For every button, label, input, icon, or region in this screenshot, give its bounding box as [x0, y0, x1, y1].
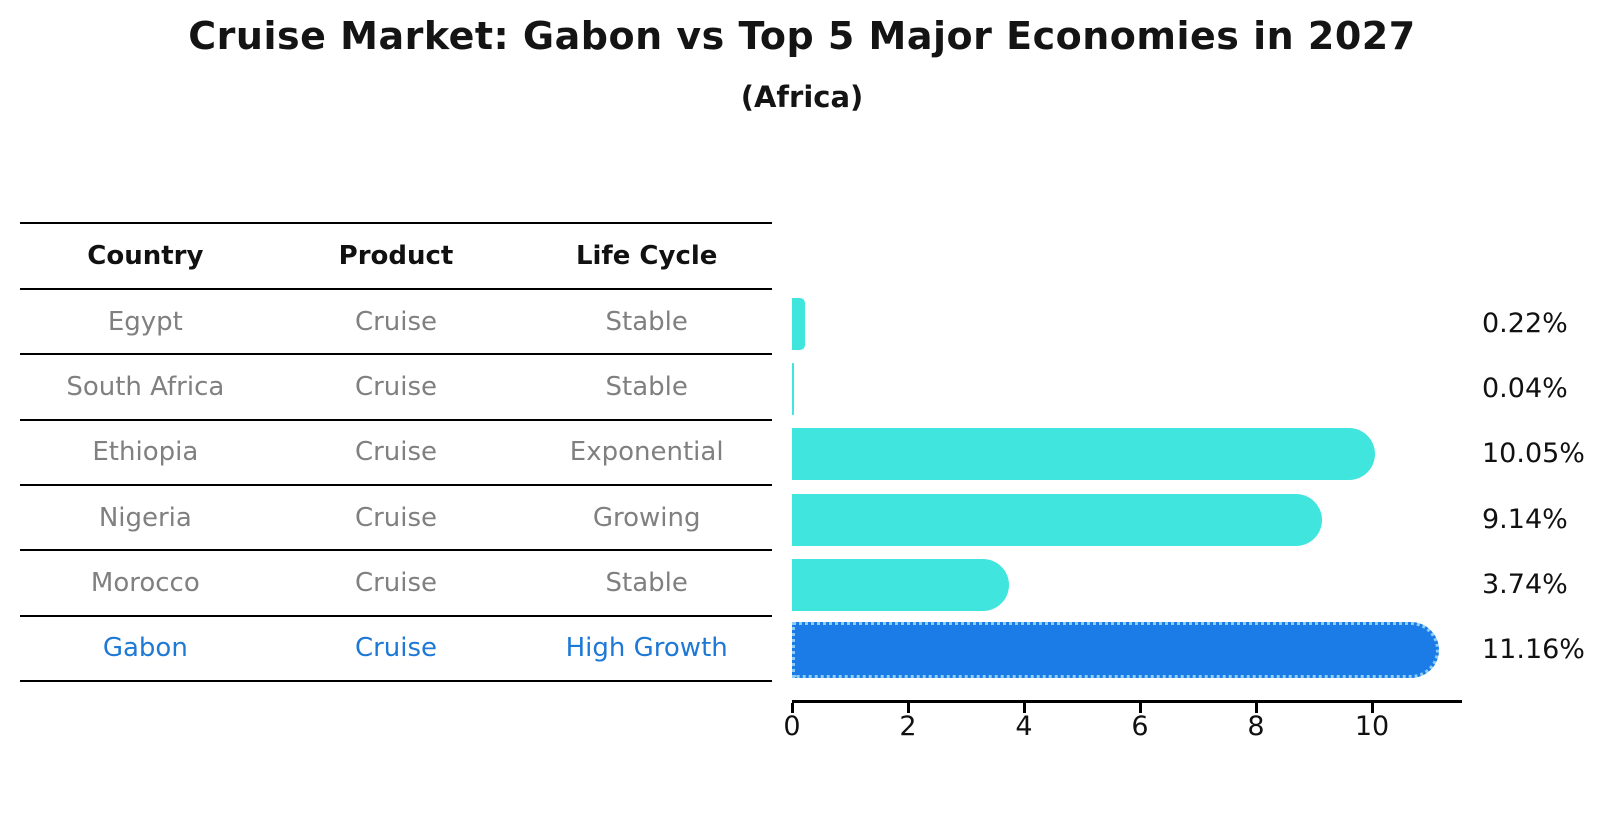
bar-ethiopia [792, 428, 1375, 481]
table-row-gabon: Gabon Cruise High Growth [20, 617, 772, 682]
table-row-ethiopia: Ethiopia Cruise Exponential [20, 421, 772, 486]
chart-title: Cruise Market: Gabon vs Top 5 Major Econ… [188, 14, 1416, 58]
chart-subtitle: (Africa) [740, 80, 864, 114]
x-tick [1023, 703, 1026, 713]
table-row-egypt: Egypt Cruise Stable [20, 290, 772, 356]
table-row-nigeria: Nigeria Cruise Growing [20, 486, 772, 552]
cell-product: Cruise [354, 567, 438, 598]
table-row-morocco: Morocco Cruise Stable [20, 551, 772, 617]
cell-product: Cruise [354, 633, 438, 664]
cell-country: South Africa [66, 371, 225, 402]
cell-country: Ethiopia [92, 437, 199, 468]
cell-country: Egypt [107, 306, 183, 337]
x-tick-label: 6 [1131, 711, 1149, 742]
cell-product: Cruise [354, 437, 438, 468]
value-label-south-africa: 0.04% [1482, 372, 1568, 404]
bar-gabon [792, 622, 1439, 679]
cell-product: Cruise [354, 306, 438, 337]
x-tick [791, 703, 794, 713]
cell-country: Gabon [102, 633, 188, 664]
country-table: Country Product Life Cycle Egypt Cruise … [20, 222, 772, 682]
cell-life-cycle: Growing [592, 502, 701, 533]
cell-life-cycle: Stable [605, 371, 688, 402]
x-axis-line [792, 700, 1462, 703]
table-row-south-africa: South Africa Cruise Stable [20, 355, 772, 421]
x-tick-label: 0 [783, 711, 801, 742]
column-header-product: Product [338, 241, 454, 271]
table-header-row: Country Product Life Cycle [20, 222, 772, 290]
bar-morocco [792, 558, 1009, 611]
value-label-egypt: 0.22% [1482, 307, 1568, 339]
bar-south-africa [792, 362, 794, 415]
x-tick [1255, 703, 1258, 713]
value-label-gabon: 11.16% [1482, 634, 1585, 666]
x-tick-label: 8 [1247, 711, 1265, 742]
value-label-morocco: 3.74% [1482, 568, 1568, 600]
x-tick-label: 2 [899, 711, 917, 742]
x-tick-label: 4 [1015, 711, 1033, 742]
bar-nigeria [792, 493, 1322, 546]
x-tick [1371, 703, 1374, 713]
cell-life-cycle: Stable [605, 567, 688, 598]
cell-product: Cruise [354, 371, 438, 402]
x-tick [907, 703, 910, 713]
value-label-ethiopia: 10.05% [1482, 438, 1585, 470]
column-header-country: Country [87, 241, 204, 271]
cell-country: Nigeria [98, 502, 192, 533]
cell-life-cycle: High Growth [565, 633, 728, 664]
bar-egypt [792, 297, 805, 350]
cell-country: Morocco [90, 567, 200, 598]
x-tick-label: 10 [1354, 711, 1390, 742]
x-tick [1139, 703, 1142, 713]
cell-life-cycle: Stable [605, 306, 688, 337]
cell-product: Cruise [354, 502, 438, 533]
cell-life-cycle: Exponential [569, 437, 724, 468]
column-header-life-cycle: Life Cycle [575, 241, 718, 271]
value-label-nigeria: 9.14% [1482, 503, 1568, 535]
